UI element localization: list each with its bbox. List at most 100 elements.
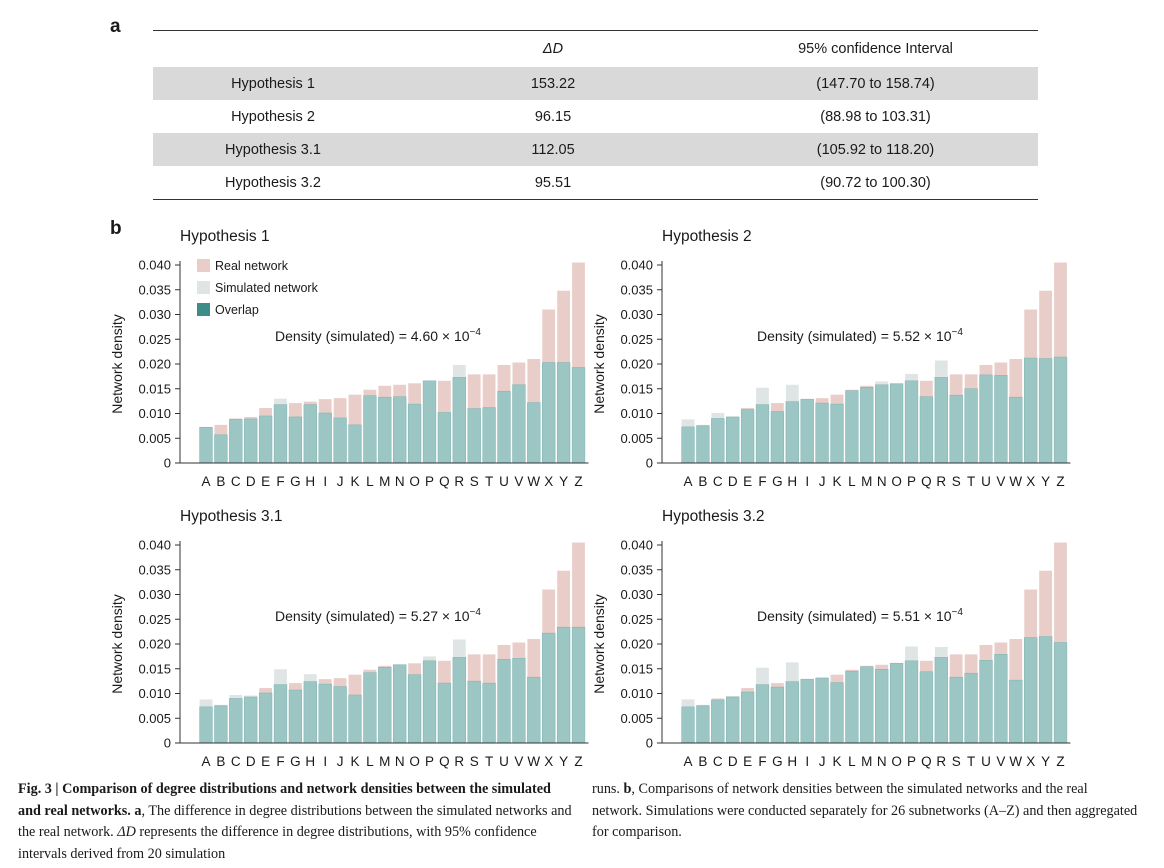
x-tick-label: P: [425, 754, 434, 769]
legend-overlap-label: Overlap: [215, 303, 259, 317]
overlap-bar: [681, 426, 695, 464]
x-tick-label: C: [713, 474, 723, 489]
x-tick-label: B: [216, 474, 225, 489]
x-tick-label: S: [952, 474, 961, 489]
table-cell: (88.98 to 103.31): [820, 108, 931, 125]
overlap-bar: [711, 699, 725, 744]
overlap-bar: [1024, 637, 1038, 744]
table-cell: Hypothesis 1: [231, 75, 315, 92]
overlap-bar: [726, 416, 740, 464]
overlap-bar: [875, 668, 889, 744]
overlap-bar: [556, 362, 571, 464]
table-cell: 96.15: [534, 108, 572, 125]
chart-hypothesis-2: Hypothesis 2 0 0.005 0.010 0.015 0.020 0.025 0.…: [582, 222, 1142, 489]
x-tick-label: R: [454, 754, 464, 769]
table-header-cell: 95% confidence Interval: [798, 41, 953, 57]
x-tick-label: H: [305, 474, 315, 489]
overlap-bar: [785, 401, 799, 464]
x-tick-label: D: [246, 474, 256, 489]
overlap-bar: [542, 362, 556, 464]
overlap-bar: [994, 375, 1008, 464]
x-tick-label: T: [967, 754, 975, 769]
x-tick-label: G: [772, 754, 783, 769]
x-tick-label: X: [544, 474, 553, 489]
x-tick-label: F: [276, 474, 284, 489]
y-tick-label: 0.005: [138, 431, 171, 446]
table-cell: (147.70 to 158.74): [816, 75, 935, 92]
y-tick-label: 0.025: [620, 332, 653, 347]
chart-title: Hypothesis 2: [662, 228, 752, 245]
table-cell: Hypothesis 2: [231, 108, 315, 125]
overlap-bar: [452, 377, 466, 464]
overlap-bar: [258, 692, 273, 744]
chart-title: Hypothesis 3.2: [662, 508, 765, 525]
x-tick-label: O: [409, 754, 420, 769]
x-tick-label: I: [323, 474, 327, 489]
overlap-bar: [363, 395, 377, 464]
caption-runs-text: runs.: [592, 781, 624, 797]
density-exponent: −4: [470, 607, 482, 618]
y-tick-label: 0.015: [620, 381, 653, 396]
overlap-bar: [467, 680, 481, 744]
x-tick-label: V: [996, 754, 1005, 769]
overlap-bar: [288, 416, 303, 464]
figure-caption-right: runs. b, Comparisons of network densitie…: [592, 779, 1140, 844]
x-tick-label: J: [337, 474, 344, 489]
overlap-bar: [348, 424, 362, 464]
caption-delta-text: represents the difference in degree dist…: [18, 824, 537, 862]
x-tick-label: C: [713, 754, 723, 769]
x-tick-label: P: [907, 754, 916, 769]
overlap-bar: [994, 654, 1008, 744]
y-tick-label: 0.005: [620, 711, 653, 726]
overlap-bar: [964, 672, 978, 744]
y-tick-label: 0.005: [620, 431, 653, 446]
y-axis-label: Network density: [109, 314, 125, 414]
x-tick-label: K: [350, 474, 359, 489]
x-tick-label: S: [952, 754, 961, 769]
x-tick-label: O: [891, 474, 902, 489]
x-tick-label: G: [772, 474, 783, 489]
legend-simulated-network-label: Simulated network: [215, 281, 319, 295]
x-tick-label: I: [323, 754, 327, 769]
x-tick-label: F: [758, 474, 766, 489]
x-tick-label: X: [1026, 474, 1035, 489]
y-tick-label: 0.030: [138, 307, 171, 322]
caption-title: Fig. 3 | Comparison of degree distributi…: [18, 781, 551, 819]
x-tick-label: Z: [1056, 754, 1064, 769]
x-tick-label: K: [832, 474, 841, 489]
y-tick-label: 0.040: [620, 538, 653, 553]
overlap-bar: [919, 396, 934, 464]
density-exponent: −4: [952, 607, 964, 618]
x-tick-label: I: [805, 474, 809, 489]
y-tick-label: 0: [164, 456, 171, 471]
x-tick-label: F: [276, 754, 284, 769]
overlap-bar: [740, 409, 755, 464]
x-tick-label: R: [936, 754, 946, 769]
x-tick-label: O: [891, 754, 902, 769]
x-tick-label: C: [231, 754, 241, 769]
caption-a-label: a: [134, 802, 142, 819]
overlap-bar: [258, 415, 273, 464]
overlap-bar: [845, 670, 859, 744]
x-tick-label: H: [787, 754, 797, 769]
overlap-bar: [830, 682, 844, 744]
overlap-bar: [512, 658, 526, 744]
overlap-bar: [949, 676, 963, 744]
overlap-bar: [845, 390, 859, 464]
overlap-bar: [830, 403, 844, 464]
y-tick-label: 0.040: [138, 538, 171, 553]
x-tick-label: S: [470, 474, 479, 489]
x-tick-label: T: [485, 474, 493, 489]
overlap-bar: [512, 384, 526, 464]
overlap-bar: [318, 412, 332, 464]
x-tick-label: M: [379, 474, 390, 489]
chart-svg: Hypothesis 2 0 0.005 0.010 0.015 0.020 0.025 0.…: [591, 228, 1071, 489]
overlap-bar: [378, 396, 392, 464]
overlap-bar: [934, 657, 948, 744]
y-tick-label: 0.020: [138, 357, 171, 372]
table-cell: (90.72 to 100.30): [820, 174, 931, 191]
table-header-cell: ΔD: [542, 41, 564, 57]
x-tick-label: W: [527, 474, 540, 489]
overlap-bar: [726, 696, 740, 744]
x-tick-label: Z: [574, 754, 582, 769]
